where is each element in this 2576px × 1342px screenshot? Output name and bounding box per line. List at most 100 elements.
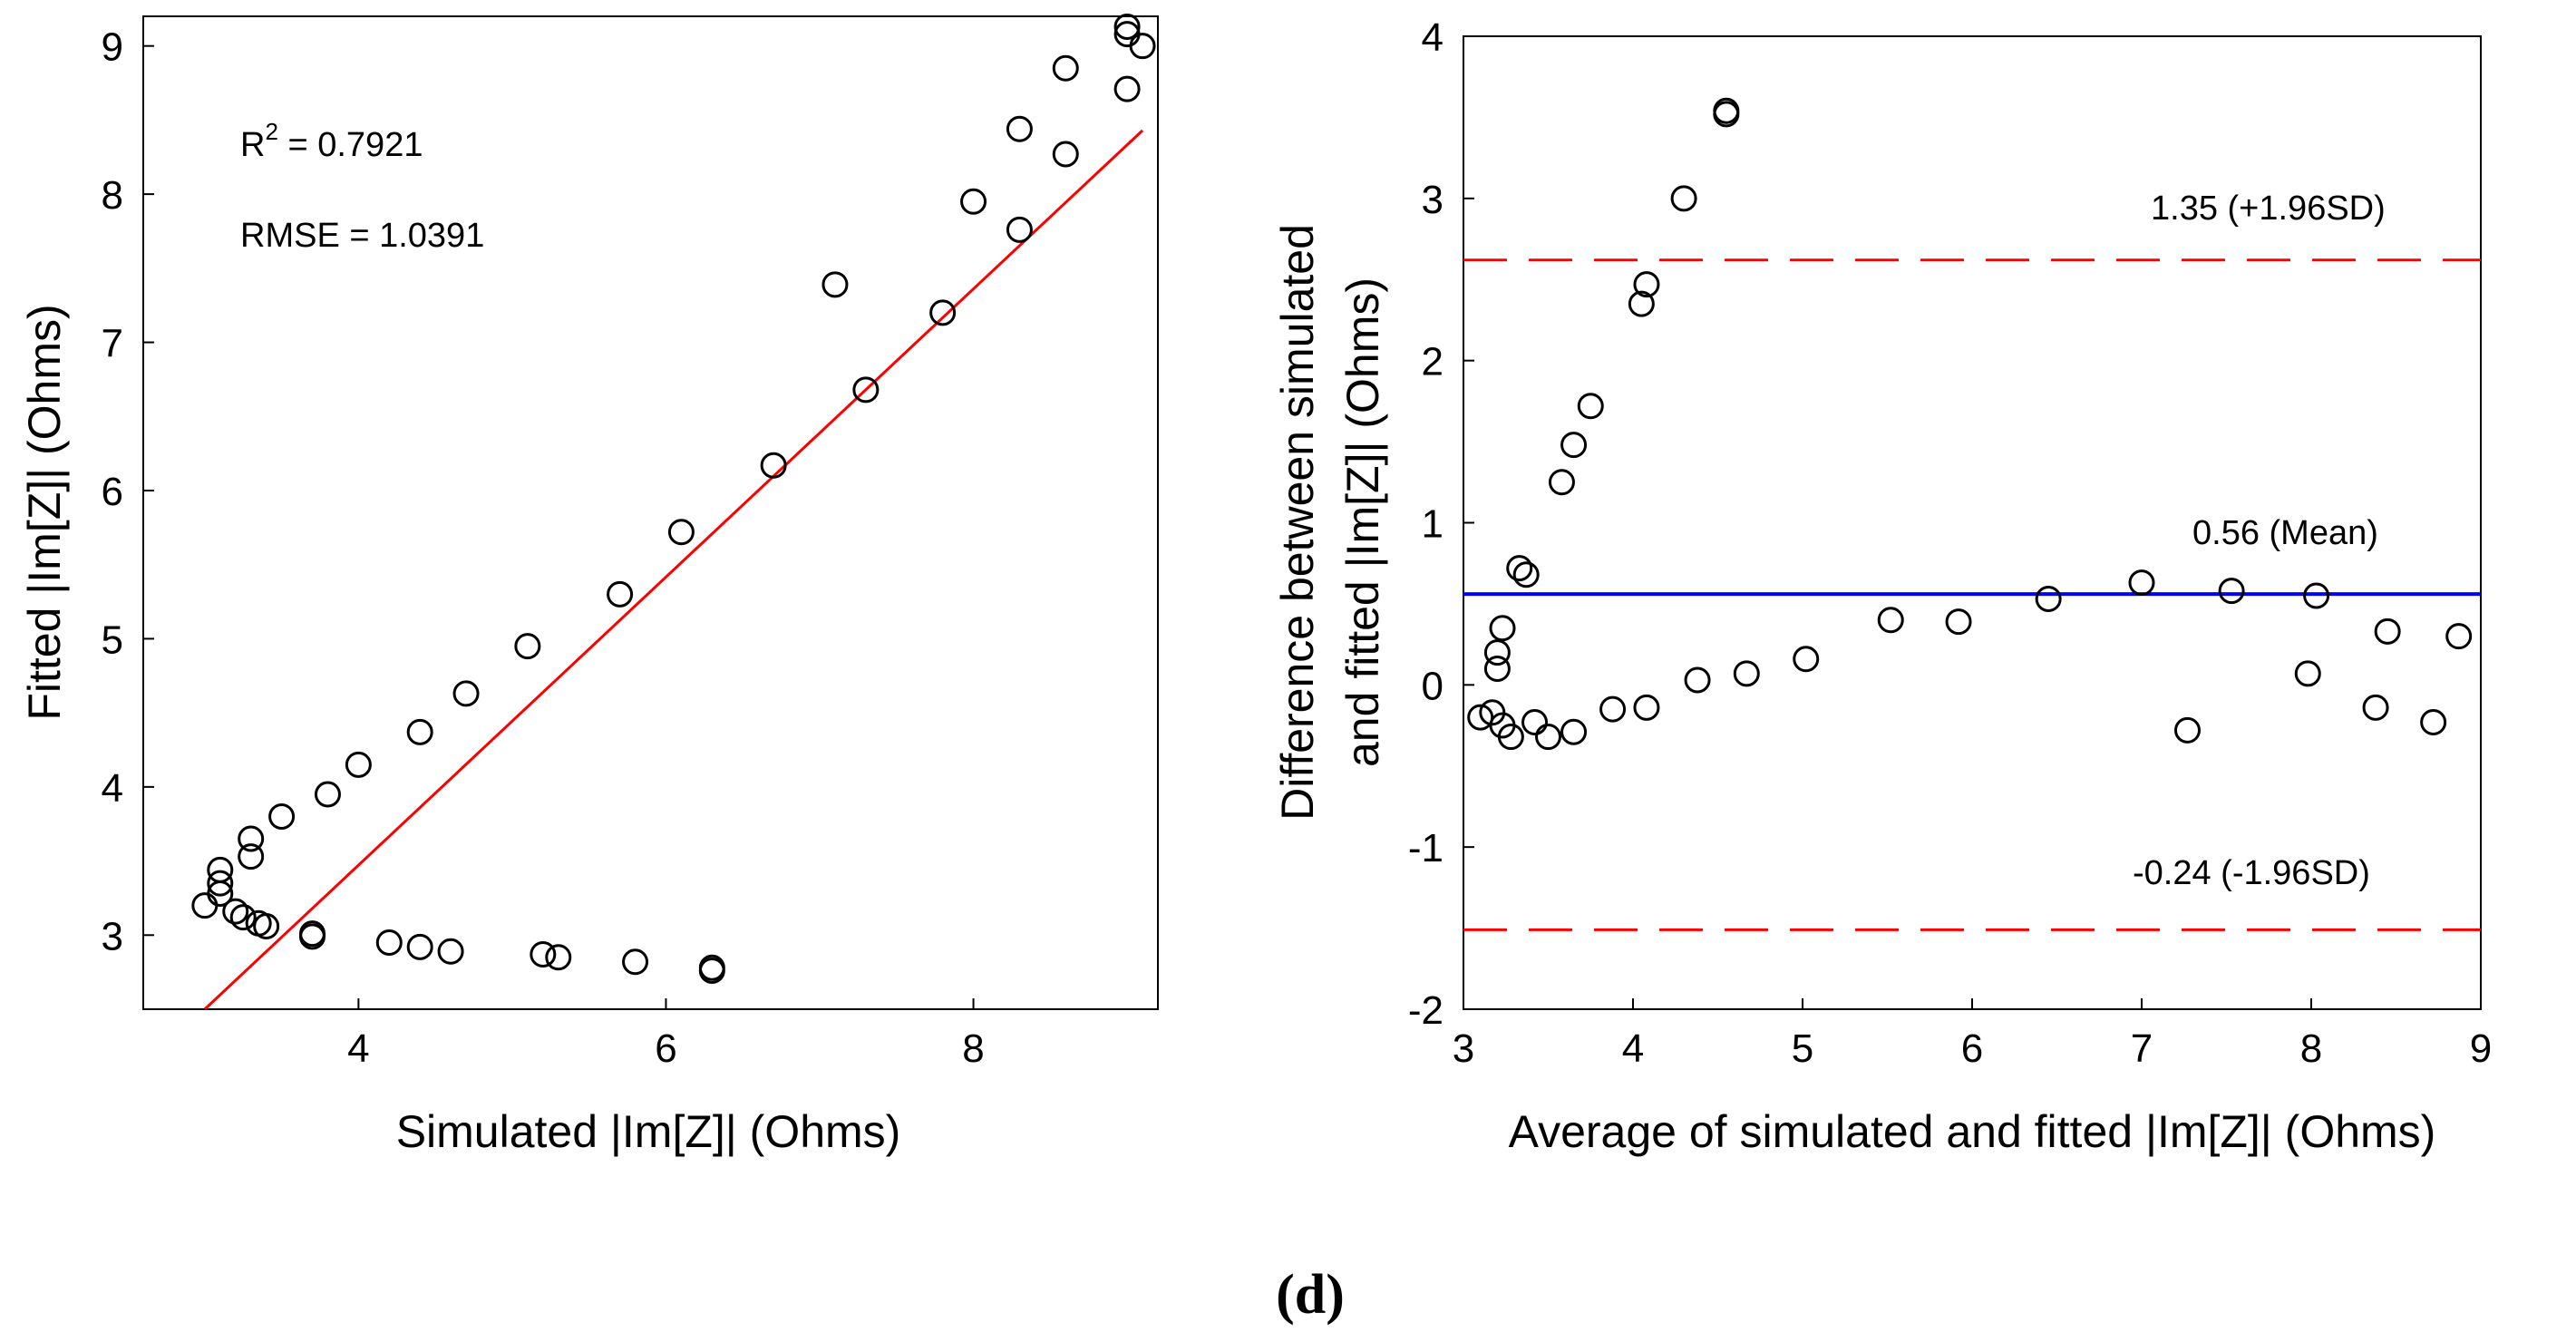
c1-data-point bbox=[1006, 216, 1033, 243]
c1-data-point bbox=[960, 188, 987, 215]
regression-plot: 4 6 8 3 4 5 6 7 8 9 R2 = 0.7921 RMSE = 1.0391 Sim… bbox=[19, 13, 1159, 1157]
regression-x-axis-label: Simulated |Im[Z]| (Ohms) bbox=[396, 1106, 901, 1157]
c1-data-point bbox=[1129, 33, 1156, 60]
c2-x-tick-label: 9 bbox=[2470, 1026, 2492, 1071]
c1-data-point bbox=[268, 803, 296, 831]
c2-data-point bbox=[2218, 578, 2245, 605]
regression-plot-frame bbox=[142, 15, 1159, 1010]
bland-altman-x-axis-label: Average of simulated and fitted |Im[Z]| … bbox=[1509, 1106, 2436, 1157]
c2-data-point bbox=[1599, 695, 1627, 723]
rmse-annotation: RMSE = 1.0391 bbox=[240, 217, 484, 255]
c1-data-point bbox=[1113, 13, 1141, 40]
regression-fit-line bbox=[203, 129, 1144, 1011]
bland-altman-y-axis-label-line1: Difference between simulated bbox=[1272, 224, 1323, 821]
c1-data-point bbox=[607, 580, 634, 608]
c1-y-tick-label: 7 bbox=[102, 322, 123, 366]
c1-data-point bbox=[253, 912, 280, 939]
c2-data-point bbox=[2420, 708, 2447, 735]
c1-y-tick-label: 6 bbox=[102, 470, 123, 514]
c1-data-point bbox=[375, 929, 403, 956]
c2-y-tick-label: -1 bbox=[1408, 826, 1444, 870]
c1-x-tick-label: 6 bbox=[655, 1026, 676, 1071]
c2-x-tick-label: 6 bbox=[1961, 1026, 1983, 1071]
c1-data-point bbox=[514, 633, 541, 660]
c1-data-point bbox=[314, 781, 341, 808]
c2-data-point bbox=[1733, 660, 1760, 687]
c1-data-point bbox=[530, 941, 557, 968]
c2-data-point bbox=[2173, 716, 2201, 744]
c2-data-point bbox=[1633, 271, 1660, 298]
c2-y-tick-label: 4 bbox=[1422, 15, 1444, 60]
c1-data-point bbox=[437, 938, 464, 965]
c2-data-point bbox=[1489, 615, 1516, 642]
c1-data-point bbox=[406, 933, 433, 960]
c1-data-point bbox=[1052, 54, 1079, 82]
c1-data-point bbox=[1113, 75, 1141, 102]
c2-data-point bbox=[1684, 666, 1711, 694]
c2-data-point bbox=[2128, 569, 2155, 597]
c1-data-point bbox=[207, 856, 234, 883]
c2-data-point bbox=[1548, 469, 1575, 496]
c2-data-point bbox=[1506, 555, 1533, 582]
c2-data-point bbox=[1577, 393, 1604, 420]
c2-data-point bbox=[1483, 655, 1511, 682]
c2-data-point bbox=[1497, 724, 1524, 751]
upper-limit-label: 1.35 (+1.96SD) bbox=[2151, 190, 2386, 228]
c1-data-point bbox=[821, 271, 849, 298]
c2-data-point bbox=[1483, 639, 1511, 666]
c2-data-point bbox=[2445, 623, 2473, 650]
c1-data-point bbox=[207, 870, 234, 897]
c1-data-point bbox=[622, 948, 649, 976]
c2-y-tick-label: 2 bbox=[1422, 340, 1444, 384]
panel-label: (d) bbox=[1276, 1264, 1345, 1326]
bland-altman-y-axis-label-line2: and fitted |Im[Z]| (Ohms) bbox=[1337, 277, 1388, 767]
regression-points bbox=[191, 13, 1156, 985]
c2-y-tick-label: 0 bbox=[1422, 664, 1444, 708]
c1-x-tick-label: 4 bbox=[347, 1026, 369, 1071]
regression-y-axis-label: Fitted |Im[Z]| (Ohms) bbox=[19, 304, 70, 720]
r-squared-annotation: R2 = 0.7921 bbox=[240, 118, 423, 164]
mean-label: 0.56 (Mean) bbox=[2192, 514, 2378, 552]
c1-data-point bbox=[345, 751, 372, 778]
c2-data-point bbox=[1633, 694, 1660, 721]
c2-x-tick-label: 4 bbox=[1622, 1026, 1644, 1071]
c1-y-tick-label: 5 bbox=[102, 618, 123, 662]
c2-y-tick-label: -2 bbox=[1408, 988, 1444, 1033]
c1-data-point bbox=[452, 680, 480, 707]
c1-y-tick-label: 9 bbox=[102, 25, 123, 70]
c2-data-point bbox=[2035, 586, 2062, 613]
bland-altman-ticks: 3 4 5 6 7 8 9 -2 -1 0 1 2 3 4 bbox=[1408, 15, 2492, 1071]
c2-data-point bbox=[2374, 618, 2401, 645]
regression-ticks: 4 6 8 3 4 5 6 7 8 9 bbox=[102, 25, 985, 1071]
c1-data-point bbox=[760, 452, 787, 479]
c1-data-point bbox=[667, 519, 695, 546]
c1-data-point bbox=[1006, 115, 1033, 142]
c1-data-point bbox=[698, 954, 725, 981]
c2-data-point bbox=[1628, 290, 1655, 317]
c2-data-point bbox=[1521, 708, 1549, 735]
c1-data-point bbox=[406, 718, 433, 745]
c2-data-point bbox=[1877, 607, 1904, 634]
c1-data-point bbox=[1052, 141, 1079, 168]
c1-data-point bbox=[238, 843, 265, 870]
c1-data-point bbox=[545, 944, 572, 971]
c1-data-point bbox=[299, 920, 326, 948]
c2-data-point bbox=[1945, 608, 1972, 636]
c1-data-point bbox=[929, 299, 957, 326]
c2-data-point bbox=[1560, 718, 1588, 745]
c1-y-tick-label: 3 bbox=[102, 914, 123, 958]
c2-x-tick-label: 3 bbox=[1453, 1026, 1474, 1071]
c1-data-point bbox=[852, 376, 880, 404]
c1-data-point bbox=[238, 825, 265, 852]
c1-data-point bbox=[229, 904, 257, 931]
c1-y-tick-label: 4 bbox=[102, 766, 123, 811]
c2-data-point bbox=[2294, 660, 2321, 687]
c1-x-tick-label: 8 bbox=[962, 1026, 984, 1071]
bland-altman-plot: 3 4 5 6 7 8 9 -2 -1 0 1 2 3 4 1.35 (+1.96SD) 0.56 (Me… bbox=[1272, 15, 2492, 1157]
c2-data-point bbox=[1713, 97, 1740, 124]
c1-data-point bbox=[191, 892, 219, 919]
c1-data-point bbox=[222, 898, 249, 925]
c2-data-point bbox=[1512, 561, 1540, 588]
lower-limit-label: -0.24 (-1.96SD) bbox=[2133, 854, 2370, 892]
